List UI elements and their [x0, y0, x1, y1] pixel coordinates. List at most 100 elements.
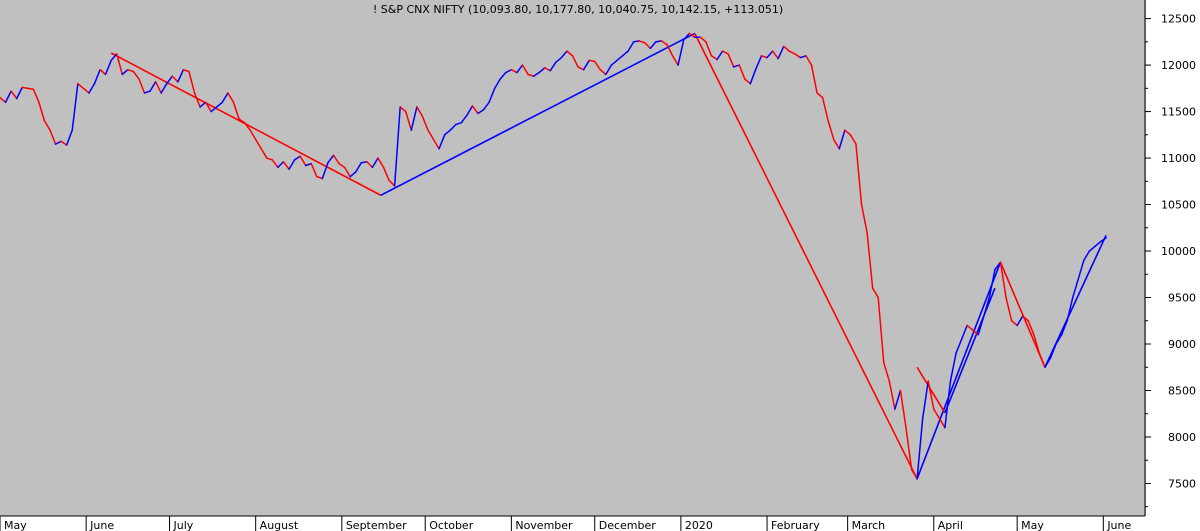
price-segment: [399, 106, 407, 113]
price-segment: [666, 43, 674, 57]
price-segment: [443, 129, 451, 136]
price-segment: [60, 140, 68, 146]
y-tick-label: 12000: [1161, 59, 1196, 72]
price-segment: [393, 106, 401, 187]
price-segment: [243, 121, 251, 131]
price-segment: [655, 40, 663, 43]
price-segment: [132, 70, 140, 80]
price-segment: [682, 32, 690, 41]
price-segment: [938, 417, 946, 429]
price-segment: [538, 67, 546, 74]
price-segment: [605, 64, 613, 76]
price-segment: [588, 59, 596, 63]
price-segment: [755, 55, 763, 70]
x-tick-label: June: [89, 519, 114, 531]
price-segment: [760, 55, 768, 59]
price-segment: [610, 59, 618, 66]
x-tick-label: December: [599, 519, 657, 531]
price-segment: [410, 106, 418, 131]
price-segment: [154, 81, 162, 94]
price-segment: [838, 129, 846, 150]
y-tick-label: 9500: [1168, 292, 1196, 305]
price-segment: [555, 56, 563, 64]
trendline: [694, 33, 918, 480]
price-segment: [466, 105, 474, 117]
price-segment: [460, 114, 468, 124]
price-segment: [877, 296, 885, 364]
y-tick-label: 8500: [1168, 384, 1196, 397]
price-segment: [15, 86, 23, 100]
price-segment: [99, 68, 107, 76]
x-axis-panel: [0, 516, 1200, 531]
price-segment: [266, 157, 274, 161]
y-tick-label: 9000: [1168, 338, 1196, 351]
price-segment: [727, 53, 735, 68]
price-segment: [788, 50, 796, 55]
price-segment: [632, 40, 640, 43]
price-segment: [599, 68, 607, 76]
price-segment: [421, 115, 429, 131]
price-segment: [71, 82, 79, 131]
price-segment: [1094, 240, 1102, 248]
price-series-layer: [0, 32, 1107, 480]
price-segment: [844, 129, 852, 136]
price-segment: [771, 50, 779, 60]
price-segment: [777, 45, 785, 60]
price-segment: [1044, 357, 1052, 368]
price-segment: [299, 155, 307, 167]
price-segment: [821, 96, 829, 122]
price-segment: [621, 50, 629, 57]
price-segment: [905, 426, 913, 471]
x-tick-label: August: [260, 519, 299, 531]
price-segment: [660, 40, 668, 46]
price-segment: [377, 157, 385, 169]
price-segment: [232, 101, 240, 120]
price-segment: [888, 380, 896, 410]
plot-background: [0, 0, 1145, 516]
price-segment: [405, 110, 413, 131]
y-tick-label: 12500: [1161, 13, 1196, 26]
price-segment: [165, 75, 174, 85]
price-segment: [82, 87, 90, 94]
price-segment: [644, 42, 652, 50]
price-segment: [49, 129, 57, 145]
price-segment: [744, 78, 752, 85]
price-segment: [944, 380, 952, 429]
y-tick-label: 10000: [1161, 245, 1196, 258]
price-segment: [849, 134, 857, 145]
price-segment: [499, 71, 507, 80]
price-segment: [766, 50, 774, 59]
x-tick-label: April: [938, 519, 963, 531]
price-segment: [338, 162, 346, 169]
price-segment: [0, 96, 7, 104]
price-segment: [994, 261, 1002, 271]
price-segment: [149, 81, 157, 92]
chart-title: ! S&P CNX NIFTY (10,093.80, 10,177.80, 1…: [373, 3, 783, 16]
y-tick-label: 8000: [1168, 431, 1196, 444]
price-segment: [27, 87, 35, 91]
price-segment: [577, 66, 585, 71]
price-segment: [1010, 320, 1018, 327]
price-segment: [1077, 259, 1085, 280]
price-segment: [571, 55, 579, 68]
price-segment: [677, 39, 685, 66]
price-segment: [438, 134, 446, 150]
y-tick-label: 7500: [1168, 477, 1196, 490]
price-segment: [916, 417, 924, 480]
price-segment: [805, 55, 813, 66]
price-segment: [1038, 352, 1046, 368]
y-axis: 7500 8000 8500 9000 9500 10000 10500 11000 11500…: [1144, 0, 1200, 516]
price-segment: [832, 138, 841, 150]
price-segment: [4, 90, 12, 104]
y-tick-label: 10500: [1161, 199, 1196, 212]
price-segment: [827, 120, 835, 141]
price-segment: [983, 296, 991, 317]
price-segment: [527, 73, 535, 77]
price-segment: [1021, 315, 1030, 322]
price-segment: [199, 101, 207, 108]
x-tick-label: 2020: [685, 519, 713, 531]
price-segment: [77, 82, 85, 90]
price-segment: [966, 324, 974, 331]
price-segment: [366, 161, 374, 169]
